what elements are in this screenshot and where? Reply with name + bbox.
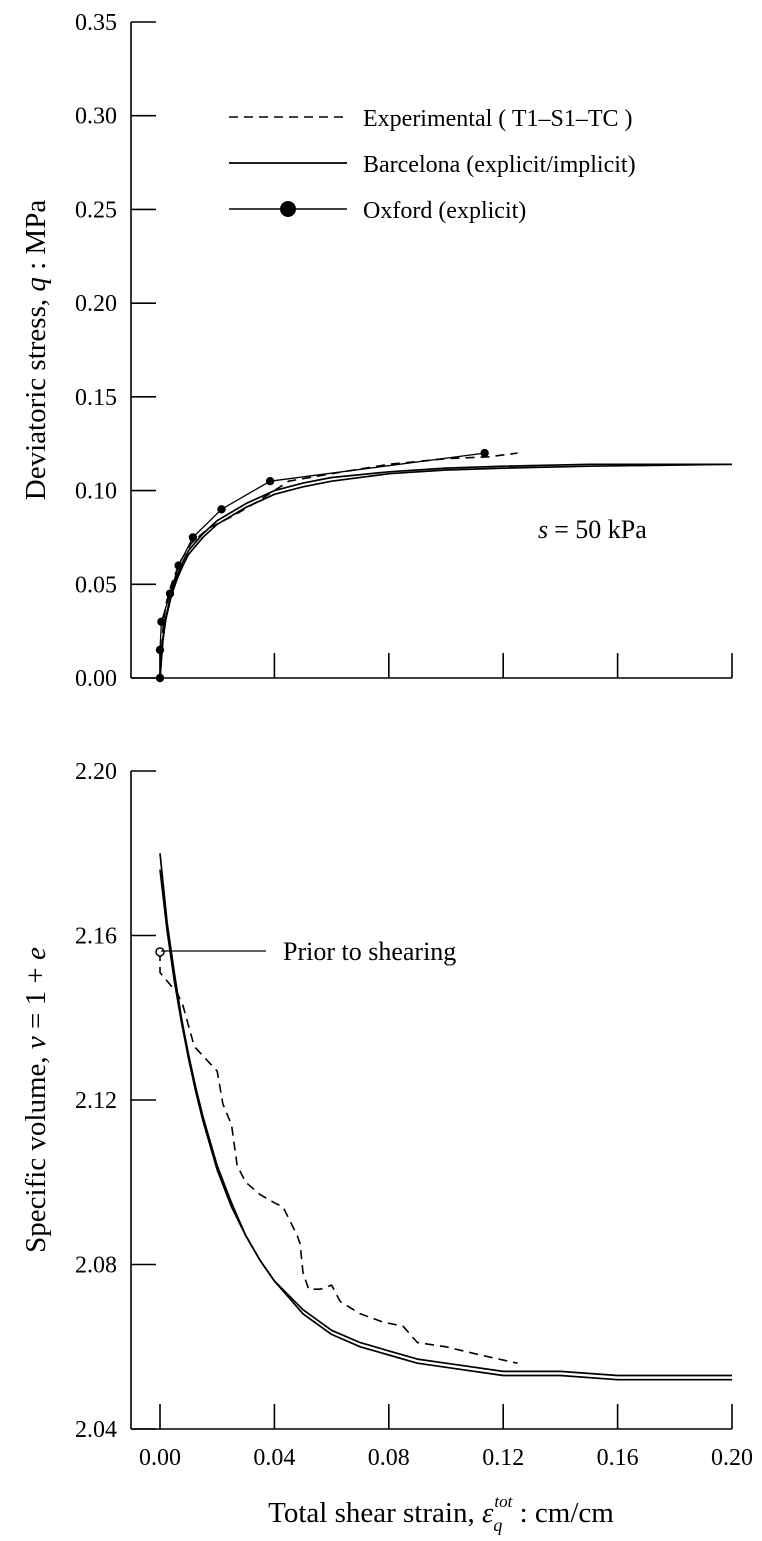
bottom-y-title-symbol2: e (20, 947, 52, 960)
top-oxford-marker (217, 505, 226, 514)
bottom-y-title-symbol: v (20, 1036, 52, 1049)
top-panel: 0.00 0.05 0.10 0.15 0.20 0.25 0.30 0.35 Experim… (20, 10, 733, 692)
bottom-series-2 (159, 869, 732, 1381)
bottom-x-tick-label: 0.20 (711, 1445, 753, 1471)
legend-label-experimental: Experimental ( T1–S1–TC ) (363, 106, 633, 132)
x-title-superscript: tot (494, 1492, 513, 1511)
top-y-tick-label: 0.20 (75, 291, 117, 317)
top-y-tick-label: 0.35 (75, 10, 117, 36)
top-y-title-unit: : MPa (20, 200, 52, 277)
suction-value: = 50 kPa (554, 515, 647, 544)
top-oxford-marker (265, 477, 275, 486)
prior-to-shearing-label: Prior to shearing (283, 937, 456, 966)
prior-annotation: Prior to shearing (161, 937, 456, 966)
top-y-tick-label: 0.15 (75, 385, 117, 411)
top-series-0 (159, 452, 518, 679)
bottom-series (155, 853, 732, 1381)
top-axes: 0.00 0.05 0.10 0.15 0.20 0.25 0.30 0.35 (75, 10, 733, 692)
legend: Experimental ( T1–S1–TC ) Barcelona (exp… (229, 106, 636, 224)
legend-marker-oxford (280, 201, 296, 217)
x-title-unit: : cm/cm (512, 1497, 614, 1529)
legend-label-barcelona: Barcelona (explicit/implicit) (363, 152, 636, 178)
bottom-x-tick-label: 0.12 (482, 1445, 524, 1471)
top-oxford-marker (157, 617, 166, 626)
bottom-y-tick-label: 2.12 (75, 1088, 117, 1114)
top-oxford-marker (174, 561, 183, 570)
bottom-y-tick-label: 2.08 (75, 1253, 117, 1279)
bottom-series-1 (159, 853, 732, 1377)
bottom-y-axis-title: Specific volume, v = 1 + e (20, 947, 52, 1253)
top-y-title-text: Deviatoric stress, (20, 292, 52, 501)
x-title-text: Total shear strain, (268, 1497, 482, 1529)
prior-to-shearing-marker (155, 947, 165, 957)
top-y-axis-title: Deviatoric stress, q : MPa (20, 200, 52, 501)
bottom-y-title-text: Specific volume, (20, 1049, 52, 1253)
bottom-y-tick-label: 2.16 (75, 924, 117, 950)
bottom-x-tick-label: 0.00 (139, 1445, 181, 1471)
top-series-3 (159, 452, 485, 678)
bottom-panel: 2.04 2.08 2.12 2.16 2.20 0.00 0.04 0.08 0.12 0.16… (20, 759, 753, 1535)
top-oxford-marker (188, 533, 198, 542)
top-oxford-marker (165, 589, 175, 598)
bottom-axes: 2.04 2.08 2.12 2.16 2.20 0.00 0.04 0.08 0.12 0.16… (75, 759, 753, 1471)
top-oxford-marker (480, 448, 489, 458)
x-axis-title: Total shear strain, εq tot : cm/cm (268, 1492, 614, 1535)
bottom-y-title-middle: = 1 + (20, 960, 52, 1036)
top-oxford-marker (155, 645, 165, 655)
x-title-symbol: ε (482, 1497, 494, 1529)
top-series-2 (159, 463, 733, 679)
bottom-x-tick-label: 0.16 (597, 1445, 639, 1471)
top-y-tick-label: 0.10 (75, 479, 117, 505)
top-y-title-symbol: q (20, 277, 52, 292)
bottom-x-tick-label: 0.08 (368, 1445, 410, 1471)
bottom-y-tick-label: 2.04 (75, 1417, 117, 1443)
top-y-tick-label: 0.05 (75, 572, 117, 598)
bottom-series-0 (159, 952, 518, 1364)
legend-label-oxford: Oxford (explicit) (363, 198, 526, 224)
top-y-tick-label: 0.30 (75, 104, 117, 130)
x-title-subscript: q (493, 1515, 502, 1535)
bottom-y-tick-label: 2.20 (75, 759, 117, 785)
top-oxford-marker (155, 673, 165, 683)
top-y-tick-label: 0.00 (75, 666, 117, 692)
suction-symbol: s (538, 515, 548, 544)
suction-annotation: s = 50 kPa (538, 515, 647, 544)
top-series (155, 448, 733, 683)
top-series-1 (159, 463, 732, 679)
top-y-tick-label: 0.25 (75, 197, 117, 223)
bottom-x-tick-label: 0.04 (253, 1445, 295, 1471)
